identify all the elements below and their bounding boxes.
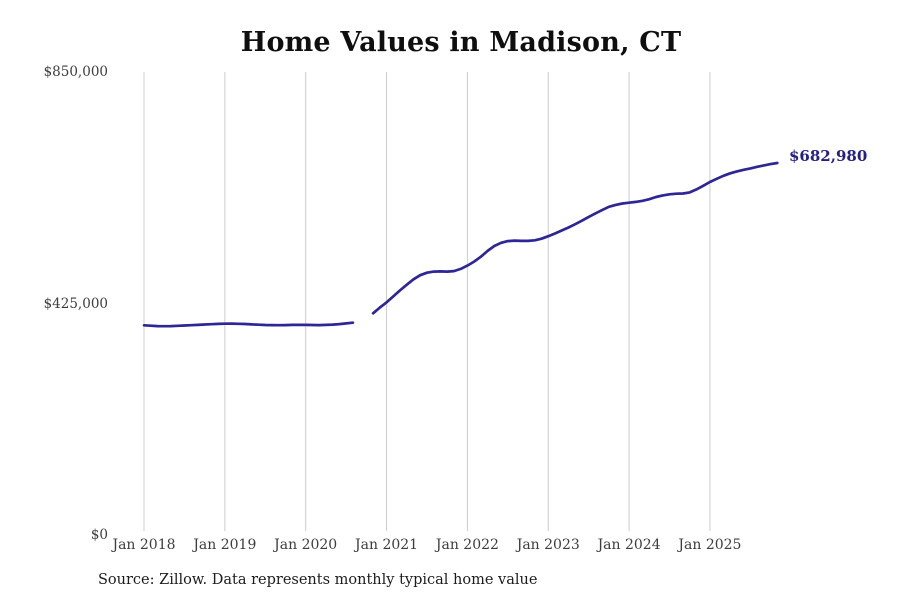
- x-axis-tick-label: Jan 2019: [193, 537, 257, 553]
- x-axis-tick-label: Jan 2020: [274, 537, 338, 553]
- y-axis-tick-label: $425,000: [43, 295, 108, 312]
- x-axis-tick-label: Jan 2018: [112, 537, 176, 553]
- x-axis-tick-label: Jan 2021: [355, 537, 419, 553]
- value-line-group: [142, 161, 779, 328]
- x-axis-tick-label: Jan 2025: [678, 537, 742, 553]
- gridlines-group: [143, 72, 711, 531]
- y-axis-tick-label: $0: [90, 527, 108, 543]
- home-value-line: [142, 161, 779, 328]
- x-axis-tick-label: Jan 2022: [435, 537, 499, 553]
- x-axis-tick-label: Jan 2023: [516, 537, 580, 553]
- x-axis-tick-label: Jan 2024: [597, 537, 661, 553]
- last-value-label: $682,980: [789, 147, 868, 165]
- source-note: Source: Zillow. Data represents monthly …: [98, 572, 538, 588]
- chart-title: Home Values in Madison, CT: [240, 27, 682, 58]
- y-axis-tick-label: $850,000: [43, 64, 108, 80]
